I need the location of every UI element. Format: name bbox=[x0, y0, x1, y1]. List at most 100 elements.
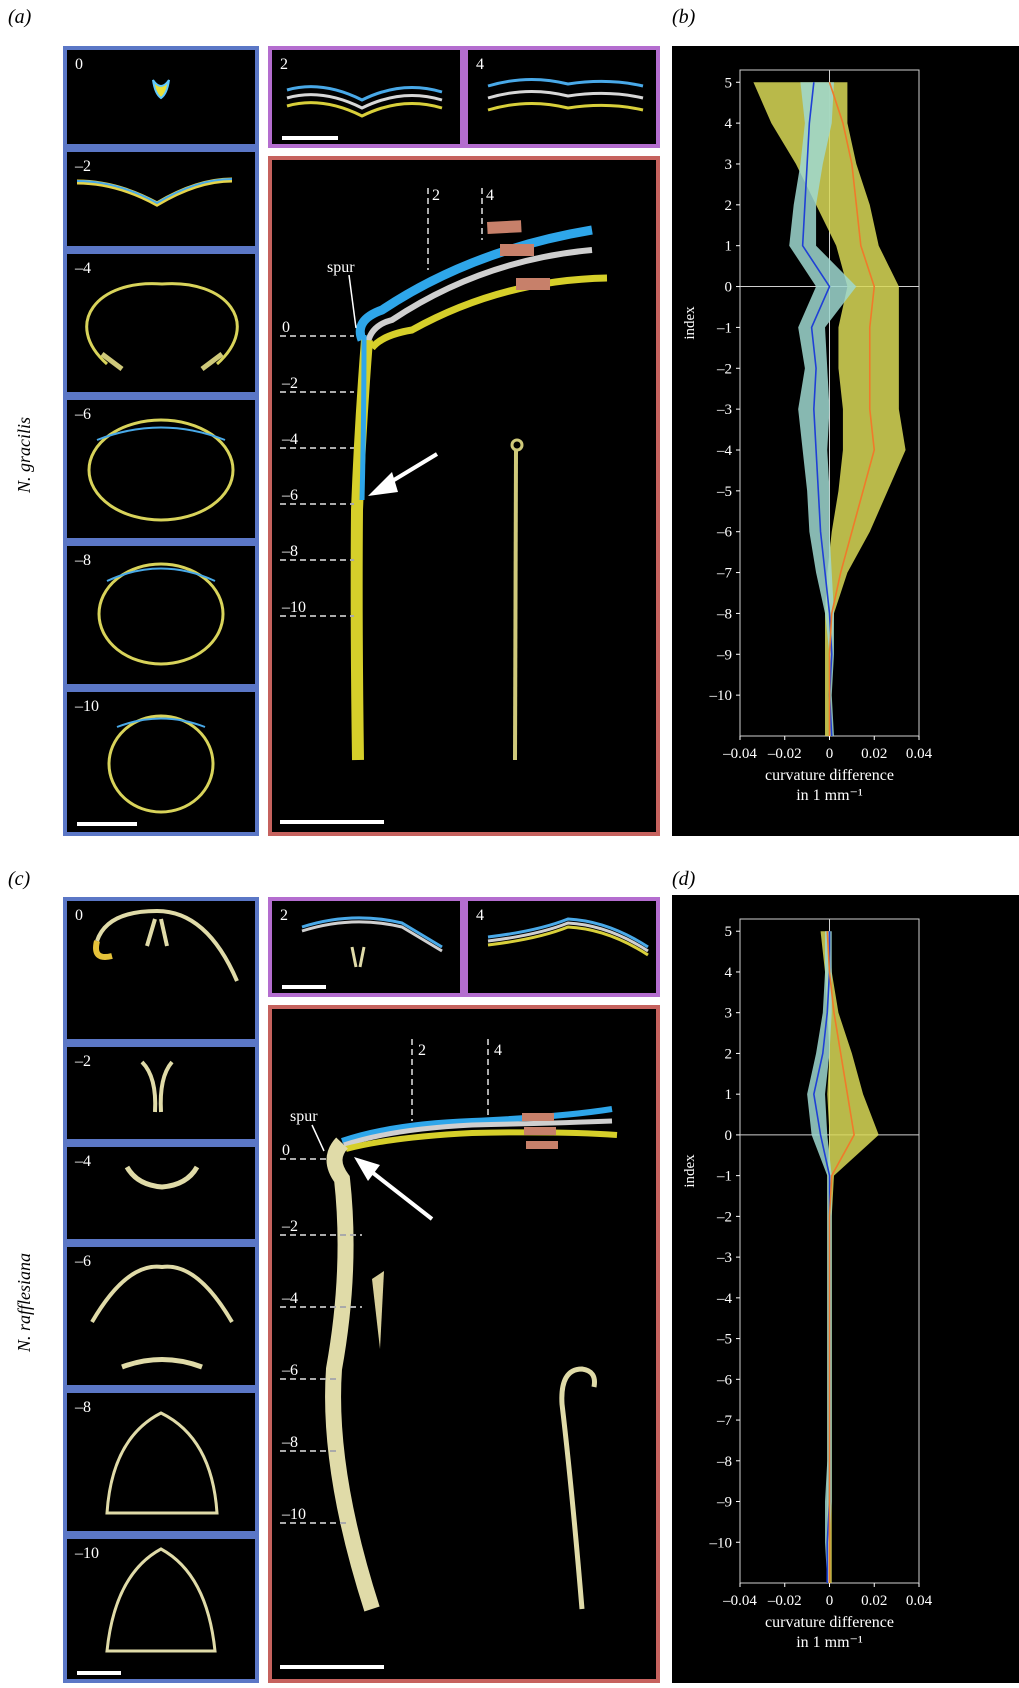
y-tick-label: 4 bbox=[725, 965, 733, 981]
mark-2: 2 bbox=[432, 187, 440, 204]
section-tile-m8: –8 bbox=[63, 542, 259, 688]
cross-section-image bbox=[487, 78, 644, 112]
scale-bar bbox=[282, 985, 326, 989]
panel-label-b: (b) bbox=[672, 6, 696, 28]
level-label: –4 bbox=[281, 1290, 298, 1307]
level-label: 0 bbox=[282, 319, 290, 336]
y-tick-label: –10 bbox=[709, 688, 733, 704]
section-tile-m4: –4 bbox=[63, 1143, 259, 1243]
x-tick-label: 0.02 bbox=[861, 1593, 887, 1609]
panel-label-a: (a) bbox=[8, 6, 32, 28]
y-tick-label: –7 bbox=[716, 1413, 733, 1429]
mark-2: 2 bbox=[418, 1042, 426, 1059]
spur-label: spur bbox=[290, 1108, 318, 1125]
level-label: 0 bbox=[282, 1142, 290, 1159]
cross-section-image bbox=[105, 1547, 217, 1653]
scale-bar bbox=[280, 820, 384, 824]
scale-bar bbox=[77, 1671, 121, 1675]
x-tick-label: –0.02 bbox=[767, 1593, 802, 1609]
section-tile-m4: –4 bbox=[63, 250, 259, 396]
chart-b-svg: 5 4 3 2 1 0 –1 –2 –3 –4 –5 –6 –7 –8 –9 –10 –0.04 –0.02 0 0.… bbox=[682, 69, 933, 804]
cross-section-image bbox=[85, 282, 239, 371]
panel-label-c: (c) bbox=[8, 868, 31, 890]
x-axis-label: curvature difference bbox=[765, 767, 894, 784]
cross-section-image bbox=[140, 1060, 174, 1113]
cross-section-image bbox=[107, 714, 215, 814]
section-label: –4 bbox=[75, 260, 91, 277]
section-label: –6 bbox=[75, 1253, 91, 1270]
x-axis-label: curvature difference bbox=[765, 1614, 894, 1631]
panel-label-d: (d) bbox=[672, 868, 696, 890]
peristome-main-a: 2 4 spur 0 –2 –4 –6 –8 –10 bbox=[268, 156, 660, 836]
section-tile-m6: –6 bbox=[63, 1243, 259, 1389]
y-tick-label: 1 bbox=[725, 1087, 733, 1103]
section-label: –6 bbox=[75, 406, 91, 423]
y-tick-label: 2 bbox=[725, 1046, 733, 1062]
y-tick-label: –2 bbox=[716, 361, 732, 377]
x-tick-label: –0.04 bbox=[722, 746, 757, 762]
y-tick-label: 0 bbox=[725, 280, 733, 296]
series-line bbox=[826, 931, 855, 1583]
y-tick-label: –8 bbox=[716, 1454, 732, 1470]
peristome-main-c: 2 4 spur 0 –2 –4 –6 –8 –10 bbox=[268, 1005, 660, 1683]
y-tick-label: 5 bbox=[725, 924, 733, 940]
confidence-band bbox=[820, 931, 879, 1583]
x-tick-label: –0.04 bbox=[722, 1593, 757, 1609]
section-label: 2 bbox=[280, 56, 288, 73]
y-axis-label: index bbox=[682, 306, 698, 340]
y-tick-label: 2 bbox=[725, 198, 733, 214]
y-tick-label: –4 bbox=[716, 443, 733, 459]
x-tick-label: –0.02 bbox=[767, 746, 802, 762]
chart-d-svg: 5 4 3 2 1 0 –1 –2 –3 –4 –5 –6 –7 –8 –9 –10 –0.04 –0.02 0 0.… bbox=[682, 918, 933, 1651]
confidence-band bbox=[789, 82, 857, 736]
peristome-image: 2 4 spur 0 –2 –4 –6 –8 –10 bbox=[280, 1039, 618, 1612]
y-tick-label: –8 bbox=[716, 606, 732, 622]
section-label: –4 bbox=[75, 1153, 91, 1170]
section-label: 4 bbox=[476, 907, 484, 924]
cross-section-image bbox=[87, 418, 235, 522]
confidence-band bbox=[807, 931, 832, 1583]
y-tick-label: –6 bbox=[716, 1372, 733, 1388]
x-tick-label: 0.02 bbox=[861, 746, 887, 762]
section-tile-4: 4 bbox=[464, 897, 660, 997]
cross-section-image bbox=[301, 916, 443, 968]
level-label: –10 bbox=[281, 1506, 306, 1523]
section-tile-2: 2 bbox=[268, 46, 464, 148]
cross-section-image bbox=[97, 562, 225, 666]
x-axis-label-unit: in 1 mm⁻¹ bbox=[796, 1634, 863, 1651]
cross-section-image bbox=[124, 1165, 200, 1190]
section-tile-m8: –8 bbox=[63, 1389, 259, 1535]
y-tick-label: –3 bbox=[716, 1250, 732, 1266]
level-label: –8 bbox=[281, 1434, 298, 1451]
section-tile-m10: –10 bbox=[63, 1535, 259, 1683]
cross-section-image bbox=[93, 908, 239, 982]
confidence-band bbox=[753, 82, 906, 736]
chart-b: 5 4 3 2 1 0 –1 –2 –3 –4 –5 –6 –7 –8 –9 –10 –0.04 –0.02 0 0.… bbox=[672, 46, 1019, 836]
x-tick-label: 0 bbox=[826, 746, 834, 762]
y-tick-label: 3 bbox=[725, 1006, 733, 1022]
y-tick-label: –4 bbox=[716, 1291, 733, 1307]
y-tick-label: –1 bbox=[716, 1169, 732, 1185]
cross-section-image bbox=[76, 177, 233, 207]
mark-4: 4 bbox=[486, 187, 494, 204]
section-tile-m2: –2 bbox=[63, 148, 259, 250]
section-label: –8 bbox=[75, 552, 91, 569]
section-tile-m10: –10 bbox=[63, 688, 259, 836]
level-label: –6 bbox=[281, 487, 298, 504]
y-tick-label: –3 bbox=[716, 402, 732, 418]
section-label: –10 bbox=[75, 698, 99, 715]
level-label: –6 bbox=[281, 1362, 298, 1379]
level-label: –2 bbox=[281, 1218, 298, 1235]
scale-bar bbox=[77, 822, 137, 826]
section-label: 4 bbox=[476, 56, 484, 73]
section-tile-2: 2 bbox=[268, 897, 464, 997]
cross-section-image bbox=[286, 85, 443, 118]
scale-bar bbox=[280, 1665, 384, 1669]
y-tick-label: –9 bbox=[716, 1495, 732, 1511]
section-label: –2 bbox=[75, 1053, 91, 1070]
y-tick-label: 0 bbox=[725, 1128, 733, 1144]
section-tile-m2: –2 bbox=[63, 1043, 259, 1143]
section-label: –10 bbox=[75, 1545, 99, 1562]
section-tile-0: 0 bbox=[63, 897, 259, 1043]
level-label: –2 bbox=[281, 375, 298, 392]
